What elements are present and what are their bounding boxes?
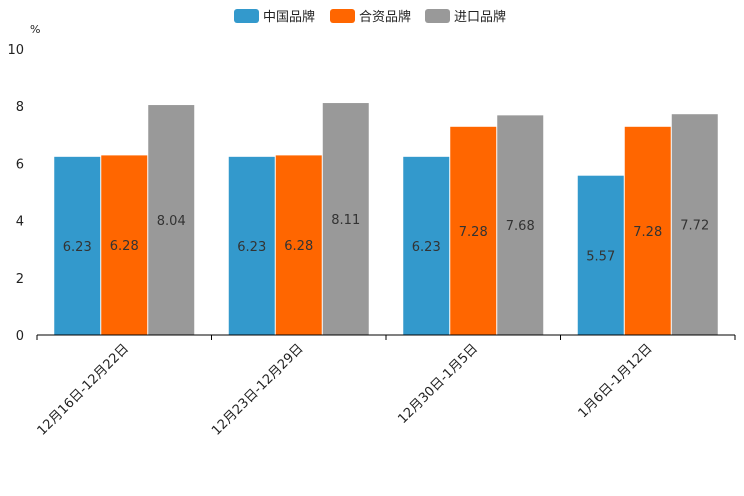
bar-2-3 xyxy=(450,126,497,336)
data-label-1-4: 5.57 xyxy=(586,249,615,264)
bar-1-4 xyxy=(577,175,624,335)
legend-swatch-1 xyxy=(234,9,259,23)
legend-label-3: 进口品牌 xyxy=(454,9,506,25)
bar-1-2 xyxy=(228,156,275,335)
bar-3-3 xyxy=(497,115,544,336)
legend-swatch-2 xyxy=(330,9,355,23)
bar-1-1 xyxy=(54,156,101,335)
legend-swatch-3 xyxy=(425,9,450,23)
y-tick-label: 2 xyxy=(16,272,24,287)
bar-3-4 xyxy=(671,114,718,335)
x-axis: 12月16日-12月22日 12月23日-12月29日 12月30日-1月5日 1月6… xyxy=(35,334,736,439)
bar-2-2 xyxy=(275,155,322,335)
data-label-1-3: 6.23 xyxy=(412,240,441,255)
bar-2-4 xyxy=(624,126,671,336)
bar-1-3 xyxy=(403,156,450,335)
bar-3-2 xyxy=(322,103,369,335)
y-tick-label: 4 xyxy=(16,215,24,230)
legend-label-1: 中国品牌 xyxy=(263,9,315,25)
data-label-3-3: 7.68 xyxy=(506,219,535,234)
data-label-2-3: 7.28 xyxy=(459,225,488,240)
y-axis: 0 2 4 6 8 10 xyxy=(7,43,24,344)
bar-3-1 xyxy=(148,105,195,335)
data-label-3-2: 8.11 xyxy=(331,213,360,228)
legend-label-2: 合资品牌 xyxy=(359,9,411,25)
data-label-3-4: 7.72 xyxy=(680,219,709,234)
data-label-1-2: 6.23 xyxy=(237,240,266,255)
legend: 中国品牌 合资品牌 进口品牌 xyxy=(234,9,506,25)
data-label-2-2: 6.28 xyxy=(284,239,313,254)
x-tick-label: 12月30日-1月5日 xyxy=(395,341,481,427)
data-label-2-1: 6.28 xyxy=(110,239,139,254)
y-tick-label: 0 xyxy=(16,329,24,344)
x-tick-label: 12月23日-12月29日 xyxy=(209,341,306,438)
data-label-2-4: 7.28 xyxy=(633,225,662,240)
y-axis-unit-label: % xyxy=(30,23,40,36)
bar-2-1 xyxy=(101,155,148,335)
x-tick-label: 1月6日-1月12日 xyxy=(576,341,656,421)
x-tick-label: 12月16日-12月22日 xyxy=(35,341,132,438)
y-tick-label: 6 xyxy=(16,157,24,172)
y-tick-label: 8 xyxy=(16,100,24,115)
bars: 6.23 6.28 8.04 6.23 6.28 8.11 6.23 7.28 7.68 5.57… xyxy=(54,103,718,336)
data-label-1-1: 6.23 xyxy=(63,240,92,255)
y-tick-label: 10 xyxy=(7,43,24,58)
data-label-3-1: 8.04 xyxy=(157,214,186,229)
